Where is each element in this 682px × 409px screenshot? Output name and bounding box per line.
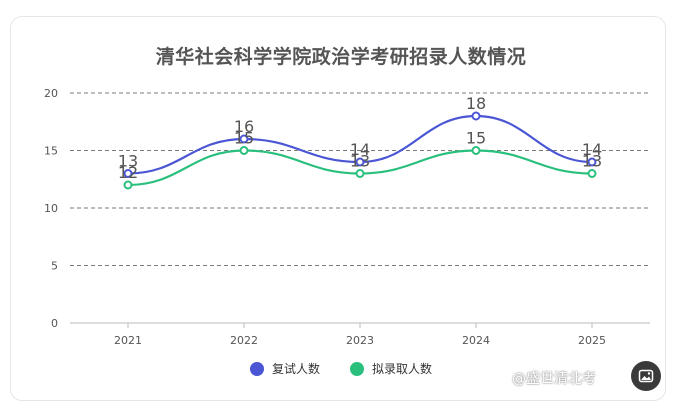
legend-item-0[interactable]: 复试人数 xyxy=(249,360,320,377)
data-label: 14 xyxy=(350,140,370,159)
label-layer: 13 16 14 18 14 12 15 13 15 13 xyxy=(118,94,602,182)
data-label: 14 xyxy=(582,140,602,159)
legend-dot-icon xyxy=(350,361,364,376)
data-label: 18 xyxy=(466,94,486,113)
data-point xyxy=(123,169,133,178)
x-tick-label: 2024 xyxy=(462,334,490,347)
x-tick-label: 2023 xyxy=(346,334,374,347)
x-tick-label: 2025 xyxy=(578,334,606,347)
data-point xyxy=(587,157,597,167)
x-tick-label: 2021 xyxy=(114,334,142,347)
watermark: @盛世清北考 xyxy=(512,371,596,387)
data-point xyxy=(471,146,481,155)
data-label: 13 xyxy=(350,152,370,171)
data-point xyxy=(355,169,365,178)
y-tick-label: 10 xyxy=(44,202,58,215)
y-tick-label: 5 xyxy=(51,260,58,273)
data-point xyxy=(587,169,597,178)
axis-layer: 0 5 10 15 20 2021 2022 2023 2024 2025 xyxy=(44,87,650,347)
y-tick-label: 20 xyxy=(44,87,58,100)
data-point xyxy=(355,157,365,167)
legend-label: 拟录取人数 xyxy=(372,362,433,376)
x-tick-label: 2022 xyxy=(230,334,258,347)
data-label: 16 xyxy=(234,117,254,136)
chart-title: 清华社会科学学院政治学考研招录人数情况 xyxy=(155,46,527,68)
grid-layer xyxy=(70,92,650,266)
y-tick-label: 0 xyxy=(51,317,58,330)
data-point xyxy=(471,111,481,121)
data-label: 13 xyxy=(582,152,602,171)
image-button[interactable] xyxy=(631,361,661,391)
legend: 复试人数 拟录取人数 xyxy=(0,360,682,377)
data-label: 13 xyxy=(118,152,138,171)
legend-label: 复试人数 xyxy=(271,362,320,376)
y-tick-label: 15 xyxy=(44,145,58,158)
data-point xyxy=(239,146,249,155)
data-label: 12 xyxy=(118,163,138,182)
legend-item-1[interactable]: 拟录取人数 xyxy=(350,360,432,377)
legend-dot-icon xyxy=(249,361,264,376)
data-label: 15 xyxy=(466,129,486,148)
data-label: 15 xyxy=(234,129,254,148)
data-point xyxy=(239,134,249,144)
image-icon xyxy=(638,369,654,383)
data-point xyxy=(123,180,133,190)
series-layer xyxy=(123,111,597,190)
